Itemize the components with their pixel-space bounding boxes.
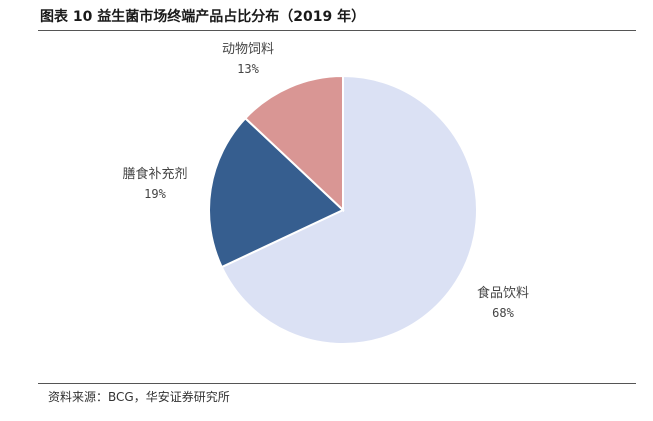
slice-value-1: 68%: [492, 306, 514, 320]
slice-value-2: 19%: [144, 187, 166, 201]
pie-slice-3: [243, 74, 344, 213]
chart-title: 图表 10 益生菌市场终端产品占比分布（2019 年）: [40, 9, 366, 25]
slice-value-3: 13%: [237, 62, 259, 76]
bottom-divider: [38, 383, 636, 384]
slice-label-1: 食品饮料: [477, 285, 529, 301]
top-divider: [38, 30, 636, 31]
pie-slice-1: [220, 74, 478, 345]
pie-slice-2: [208, 116, 345, 269]
slice-label-2: 膳食补充剂: [122, 166, 187, 182]
source-note: 资料来源：BCG，华安证券研究所: [48, 390, 230, 404]
slice-label-3: 动物饲料: [222, 42, 274, 57]
